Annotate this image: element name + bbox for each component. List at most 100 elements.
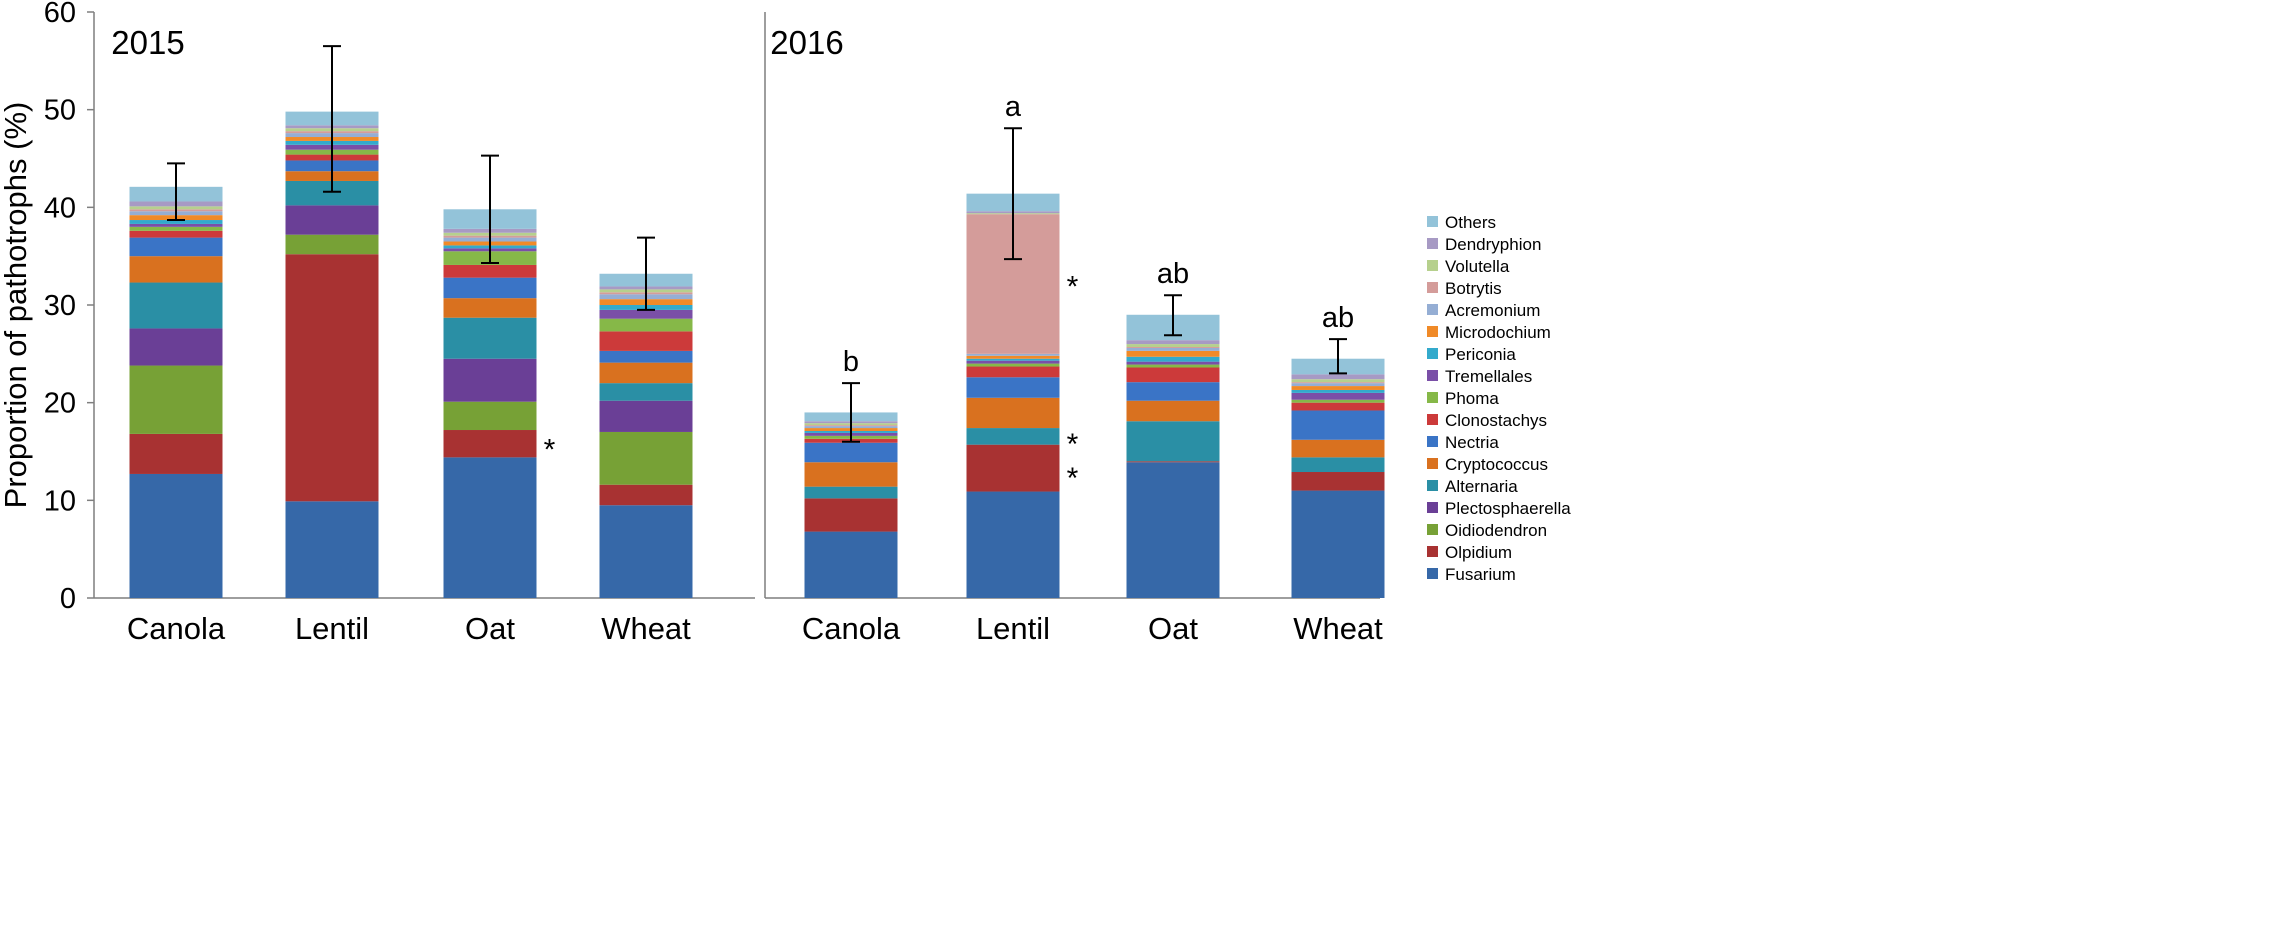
- bar-segment-2015-wheat-clonostachys: [599, 331, 693, 351]
- bar-segment-2015-canola-plectosphaerella: [129, 328, 223, 366]
- bar-segment-2015-lentil-olpidium: [285, 254, 379, 502]
- legend-label-alternaria: Alternaria: [1445, 477, 1518, 496]
- legend-label-periconia: Periconia: [1445, 345, 1516, 364]
- legend-label-dendryphion: Dendryphion: [1445, 235, 1541, 254]
- legend-label-phoma: Phoma: [1445, 389, 1499, 408]
- bar-segment-2016-canola-olpidium: [804, 498, 898, 532]
- x-tick-label-canola: Canola: [127, 611, 226, 646]
- legend-label-microdochium: Microdochium: [1445, 323, 1551, 342]
- bar-segment-2016-canola-cryptococcus: [804, 462, 898, 487]
- bar-segment-2016-lentil-microdochium: [966, 355, 1060, 359]
- x-tick-label-wheat: Wheat: [1293, 611, 1383, 646]
- legend-swatch-nectria: [1427, 436, 1438, 447]
- bar-segment-2016-lentil-acremonium: [966, 353, 1060, 356]
- bar-segment-2015-lentil-oidiodendron: [285, 234, 379, 255]
- significance-letter-wheat: ab: [1322, 302, 1354, 334]
- legend-swatch-dendryphion: [1427, 238, 1438, 249]
- bar-segment-2016-lentil-olpidium: [966, 444, 1060, 492]
- legend-label-acremonium: Acremonium: [1445, 301, 1540, 320]
- legend-label-botrytis: Botrytis: [1445, 279, 1502, 298]
- asterisk-marker: *: [1067, 428, 1079, 461]
- bar-segment-2016-lentil-periconia: [966, 358, 1060, 361]
- bar-segment-2016-oat-phoma: [1126, 364, 1220, 368]
- legend-swatch-tremellales: [1427, 370, 1438, 381]
- y-tick-label: 40: [44, 192, 76, 224]
- bar-segment-2016-wheat-cryptococcus: [1291, 439, 1385, 458]
- bar-segment-2016-oat-cryptococcus: [1126, 400, 1220, 422]
- panel-year-label: 2015: [111, 24, 184, 61]
- bar-segment-2015-oat-nectria: [443, 277, 537, 299]
- legend-swatch-periconia: [1427, 348, 1438, 359]
- legend-label-nectria: Nectria: [1445, 433, 1499, 452]
- bar-segment-2015-oat-fusarium: [443, 457, 537, 598]
- bar-segment-2015-oat-cryptococcus: [443, 298, 537, 318]
- legend-label-tremellales: Tremellales: [1445, 367, 1532, 386]
- legend-swatch-others: [1427, 216, 1438, 227]
- x-tick-label-wheat: Wheat: [601, 611, 691, 646]
- bar-segment-2016-lentil-nectria: [966, 377, 1060, 398]
- bar-segment-2015-wheat-fusarium: [599, 505, 693, 598]
- bar-segment-2016-wheat-alternaria: [1291, 457, 1385, 473]
- bar-segment-2015-canola-cryptococcus: [129, 256, 223, 283]
- legend-label-others: Others: [1445, 213, 1496, 232]
- x-tick-label-lentil: Lentil: [976, 611, 1050, 646]
- bar-segment-2015-wheat-nectria: [599, 350, 693, 363]
- legend-label-oidiodendron: Oidiodendron: [1445, 521, 1547, 540]
- significance-letter-canola: b: [843, 346, 859, 378]
- bar-segment-2015-canola-periconia: [129, 220, 223, 224]
- bar-segment-2016-oat-botrytis: [1126, 346, 1220, 348]
- y-tick-label: 30: [44, 290, 76, 322]
- bar-segment-2016-lentil-fusarium: [966, 491, 1060, 598]
- x-tick-label-canola: Canola: [802, 611, 901, 646]
- y-axis-label: Proportion of pathotrophs (%): [0, 102, 33, 509]
- legend-swatch-phoma: [1427, 392, 1438, 403]
- legend-swatch-fusarium: [1427, 568, 1438, 579]
- asterisk-marker: *: [544, 434, 556, 467]
- bar-segment-2016-wheat-phoma: [1291, 399, 1385, 403]
- bar-segment-2015-oat-olpidium: [443, 430, 537, 458]
- bar-segment-2015-wheat-cryptococcus: [599, 362, 693, 384]
- legend-label-clonostachys: Clonostachys: [1445, 411, 1547, 430]
- bar-segment-2015-canola-oidiodendron: [129, 365, 223, 434]
- bar-segment-2015-canola-clonostachys: [129, 230, 223, 238]
- legend-swatch-volutella: [1427, 260, 1438, 271]
- bar-segment-2016-lentil-phoma: [966, 363, 1060, 367]
- bar-segment-2016-wheat-microdochium: [1291, 386, 1385, 390]
- bar-segment-2016-oat-olpidium: [1126, 461, 1220, 463]
- bar-segment-2015-wheat-plectosphaerella: [599, 400, 693, 432]
- legend-swatch-cryptococcus: [1427, 458, 1438, 469]
- bar-segment-2016-wheat-tremellales: [1291, 392, 1385, 400]
- bar-segment-2016-oat-fusarium: [1126, 462, 1220, 598]
- asterisk-marker: *: [1067, 462, 1079, 495]
- bar-segment-2016-oat-tremellales: [1126, 361, 1220, 365]
- bar-segment-2016-oat-volutella: [1126, 344, 1220, 347]
- legend-swatch-olpidium: [1427, 546, 1438, 557]
- significance-letter-lentil: a: [1005, 91, 1022, 123]
- bar-segment-2015-canola-tremellales: [129, 223, 223, 227]
- y-tick-label: 0: [60, 583, 76, 615]
- bar-segment-2015-canola-nectria: [129, 237, 223, 257]
- bar-segment-2016-wheat-botrytis: [1291, 382, 1385, 384]
- y-tick-label: 60: [44, 0, 76, 29]
- legend-label-plectosphaerella: Plectosphaerella: [1445, 499, 1571, 518]
- bar-segment-2016-oat-periconia: [1126, 356, 1220, 362]
- legend-swatch-plectosphaerella: [1427, 502, 1438, 513]
- bar-segment-2016-oat-clonostachys: [1126, 367, 1220, 383]
- bar-segment-2016-oat-alternaria: [1126, 421, 1220, 462]
- bar-segment-2015-wheat-olpidium: [599, 484, 693, 506]
- bar-segment-2015-canola-phoma: [129, 226, 223, 231]
- bar-segment-2015-oat-clonostachys: [443, 264, 537, 278]
- legend-swatch-alternaria: [1427, 480, 1438, 491]
- bar-segment-2016-wheat-olpidium: [1291, 472, 1385, 491]
- bar-segment-2016-canola-nectria: [804, 442, 898, 463]
- legend-label-volutella: Volutella: [1445, 257, 1510, 276]
- legend-label-cryptococcus: Cryptococcus: [1445, 455, 1548, 474]
- bar-segment-2015-wheat-oidiodendron: [599, 431, 693, 485]
- bar-segment-2015-lentil-plectosphaerella: [285, 205, 379, 235]
- panel-year-label: 2016: [770, 24, 843, 61]
- legend-swatch-acremonium: [1427, 304, 1438, 315]
- bar-segment-2016-wheat-volutella: [1291, 379, 1385, 383]
- x-tick-label-lentil: Lentil: [295, 611, 369, 646]
